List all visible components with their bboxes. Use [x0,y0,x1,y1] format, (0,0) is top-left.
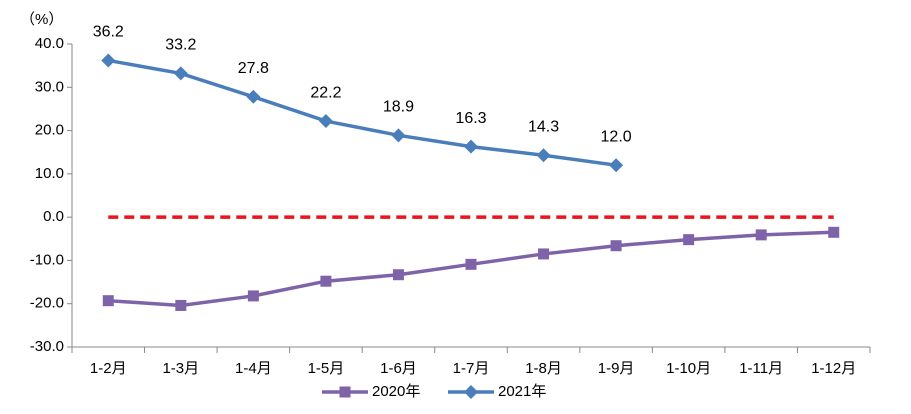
marker [102,295,114,307]
marker [683,234,695,246]
marker [173,66,188,81]
marker [828,226,840,238]
marker [610,240,622,252]
x-tick-label: 1-9月 [598,360,635,377]
x-tick-label: 1-8月 [525,360,562,377]
x-tick-label: 1-2月 [90,360,127,377]
marker [464,385,478,399]
data-label: 36.2 [93,24,124,41]
y-tick-label: -30.0 [30,338,64,355]
marker [464,139,478,154]
marker [609,158,624,173]
y-tick-label: -20.0 [30,295,64,312]
legend-label: 2020年 [372,383,420,400]
marker [538,248,550,260]
x-tick-label: 1-6月 [380,360,417,377]
x-tick-label: 1-11月 [739,360,783,377]
x-tick-label: 1-7月 [453,360,490,377]
marker [318,114,333,129]
data-label: 33.2 [165,37,196,54]
marker [536,148,551,163]
marker [101,53,116,68]
marker [755,229,767,241]
y-unit-label: （%） [20,11,63,28]
data-label: 16.3 [455,110,486,127]
x-tick-label: 1-3月 [162,360,199,377]
y-tick-label: 30.0 [35,78,64,95]
marker [247,290,259,302]
x-tick-label: 1-12月 [811,360,856,377]
legend-label: 2021年 [498,383,546,400]
y-tick-label: 40.0 [35,35,64,52]
data-label: 14.3 [528,118,559,135]
y-tick-label: 20.0 [35,122,64,139]
marker [391,128,406,143]
y-tick-label: -10.0 [30,251,64,268]
data-label: 27.8 [238,60,269,77]
x-tick-label: 1-4月 [235,360,272,377]
marker [320,275,332,287]
y-tick-label: 10.0 [35,165,64,182]
marker [339,386,351,398]
series-line [107,58,617,167]
marker [246,89,261,104]
marker [392,269,404,281]
data-label: 22.2 [310,84,341,101]
x-tick-label: 1-5月 [308,360,345,377]
marker [175,299,187,311]
data-label: 18.9 [383,99,414,116]
y-tick-label: 0.0 [43,208,64,225]
data-label: 12.0 [601,128,632,145]
x-tick-label: 1-10月 [666,360,711,377]
marker [465,258,477,270]
